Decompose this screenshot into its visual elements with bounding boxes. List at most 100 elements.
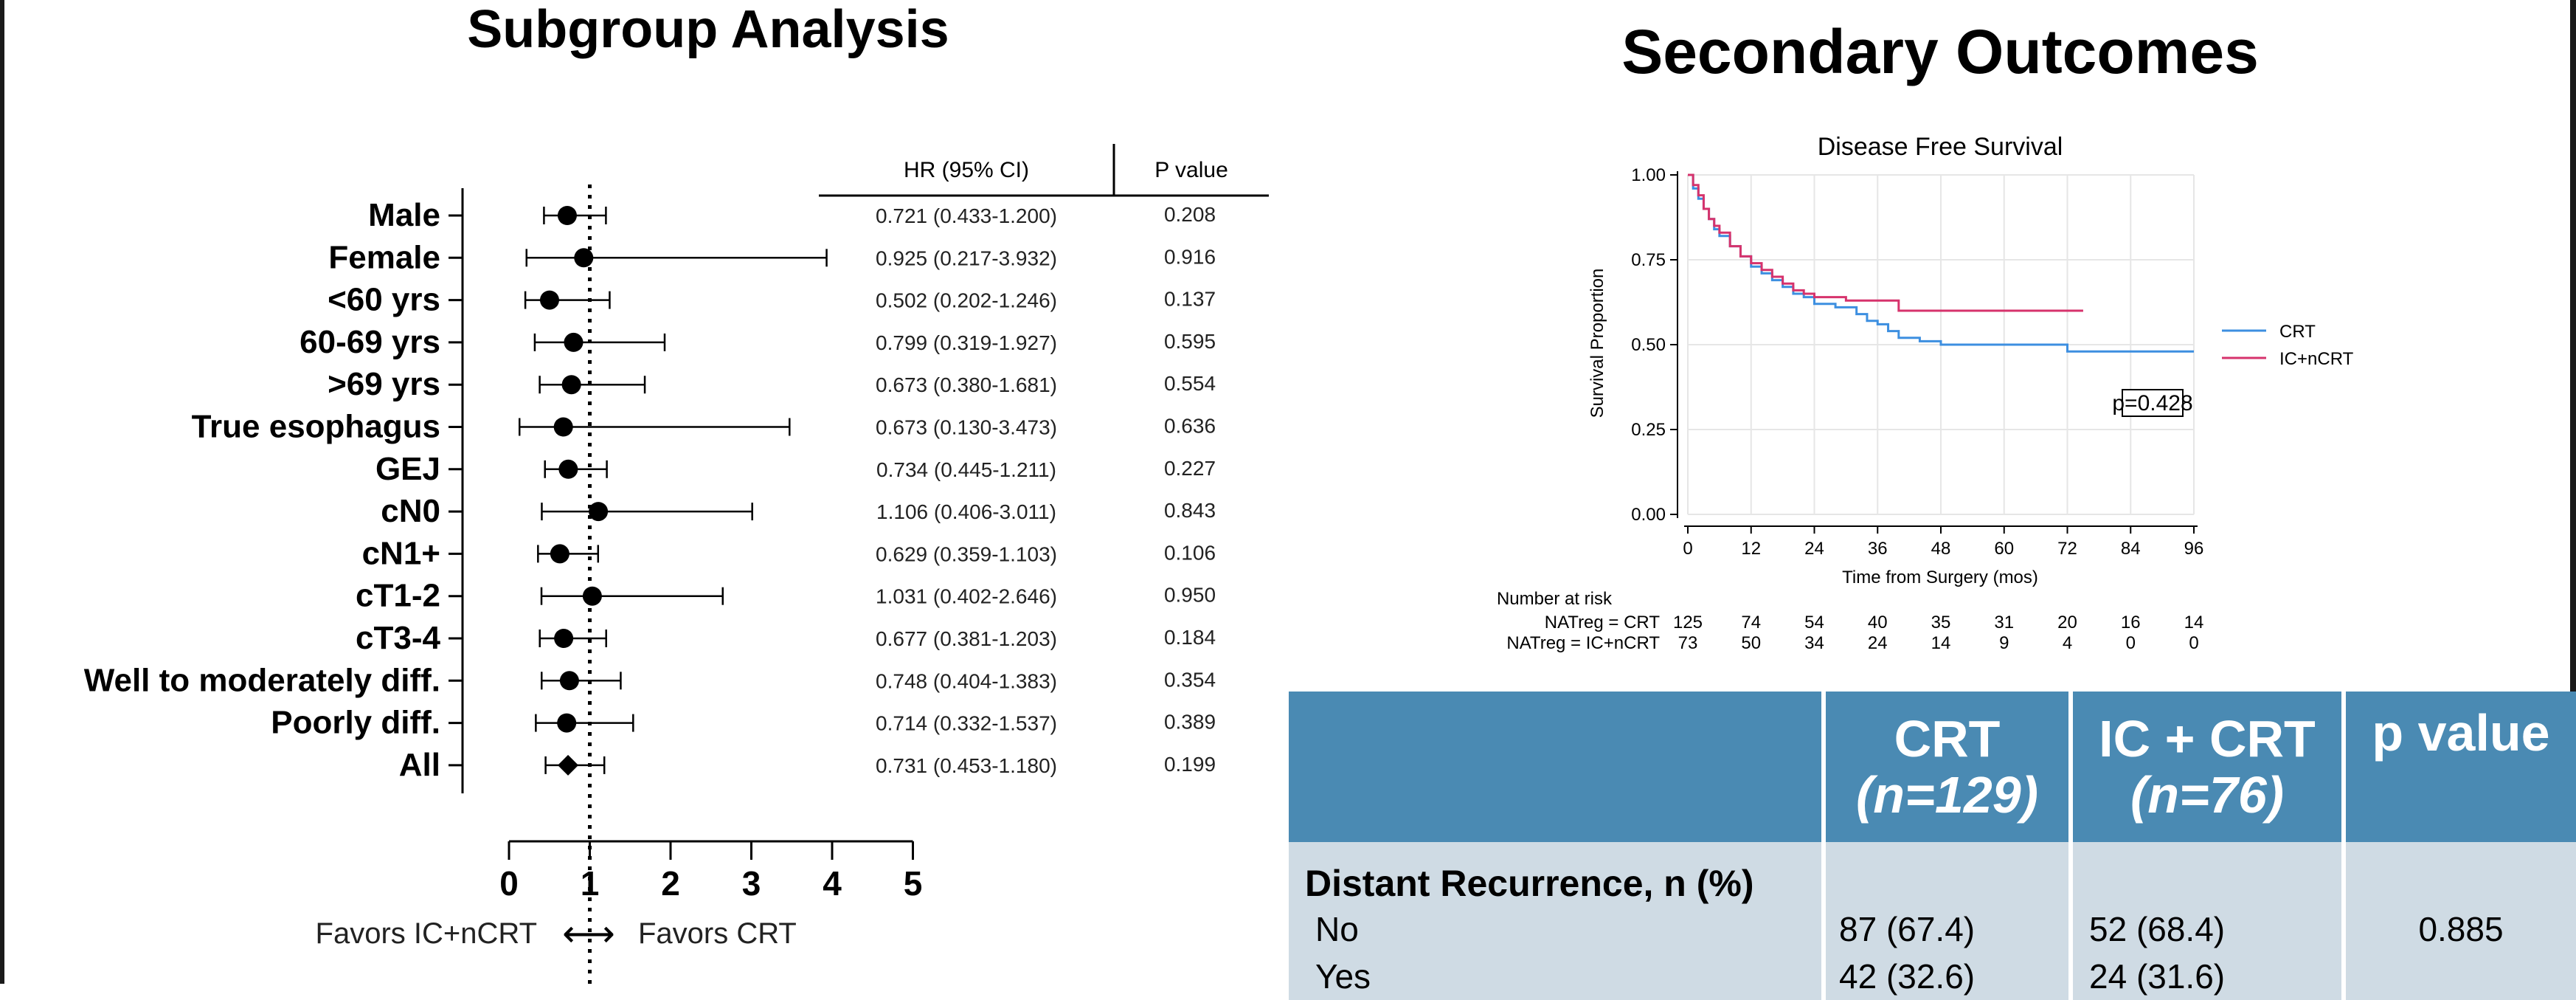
forest-point — [561, 375, 581, 395]
forest-p-value: 0.227 — [1164, 457, 1216, 480]
header-p: p value — [2344, 692, 2576, 842]
km-x-tick-label: 84 — [2121, 539, 2141, 559]
km-y-tick-label: 0.00 — [1631, 505, 1666, 525]
favors-right-label: Favors CRT — [638, 917, 797, 950]
km-x-tick-label: 48 — [1931, 539, 1951, 559]
secondary-title: Secondary Outcomes — [1621, 17, 2259, 86]
forest-p-value: 0.199 — [1164, 753, 1216, 776]
header-ic-n: (n=76) — [2130, 766, 2285, 824]
forest-row-label: <60 yrs — [328, 282, 440, 318]
forest-hr-ci: 0.748 (0.404-1.383) — [876, 669, 1057, 692]
ic-no: 52 (68.4) — [2089, 910, 2226, 948]
row-label-cell: Distant Recurrence, n (%) No Yes — [1289, 842, 1826, 1000]
km-y-axis-label: Survival Proportion — [1588, 269, 1607, 418]
forest-point — [550, 544, 569, 564]
forest-row-label: True esophagus — [192, 409, 440, 445]
forest-x-axis: 0 1 2 3 4 5 — [449, 185, 922, 984]
km-risk-value: 54 — [1804, 613, 1824, 632]
forest-p-value: 0.595 — [1164, 330, 1216, 353]
km-legend-label: CRT — [2279, 322, 2316, 342]
forest-row-label: cN0 — [381, 493, 440, 529]
forest-x-tick-label: 4 — [823, 864, 842, 903]
forest-table: 0.721 (0.433-1.200) 0.208 0.925 (0.217-3.9… — [876, 203, 1216, 777]
km-axes: 0.00 0.25 0.50 0.75 1.00 0 12 24 36 48 60 72 84 96 — [1631, 165, 2203, 559]
km-risk-value: 34 — [1804, 633, 1824, 653]
favors-left-label: Favors IC+nCRT — [316, 917, 537, 950]
km-risk-value: 14 — [2184, 613, 2204, 632]
km-y-tick-label: 0.75 — [1631, 250, 1666, 270]
km-risk-value: 24 — [1868, 633, 1888, 653]
forest-hr-ci: 0.721 (0.433-1.200) — [876, 204, 1057, 227]
km-risk-value: 31 — [1994, 613, 2014, 632]
km-title: Disease Free Survival — [1818, 133, 2063, 161]
header-p-label: p value — [2372, 704, 2550, 762]
forest-point — [554, 629, 574, 648]
forest-x-tick-label: 3 — [742, 864, 761, 903]
km-risk-value: 14 — [1931, 633, 1951, 653]
header-ic: IC + CRT (n=76) — [2071, 692, 2346, 842]
forest-hr-ci: 0.673 (0.130-3.473) — [876, 416, 1057, 439]
forest-p-value: 0.137 — [1164, 288, 1216, 311]
forest-p-value: 0.843 — [1164, 499, 1216, 522]
km-risk-value: 0 — [2189, 633, 2198, 653]
forest-hr-ci: 0.673 (0.380-1.681) — [876, 373, 1057, 396]
forest-point — [574, 248, 594, 268]
forest-x-tick-label: 1 — [581, 864, 600, 903]
subgroup-title: Subgroup Analysis — [467, 0, 949, 59]
forest-p-value: 0.554 — [1164, 372, 1216, 395]
forest-p-value: 0.916 — [1164, 245, 1216, 268]
crt-yes: 42 (32.6) — [1839, 957, 1976, 996]
km-risk-value: 20 — [2057, 613, 2077, 632]
crt-values-cell: 87 (67.4) 42 (32.6) — [1824, 842, 2073, 1000]
forest-row-labels: Male Female <60 yrs 60-69 yrs >69 yrs True es… — [84, 197, 441, 783]
outcomes-body-row: Distant Recurrence, n (%) No Yes 87 (67.… — [1289, 842, 2576, 1000]
km-risk-value: 16 — [2121, 613, 2141, 632]
forest-point — [564, 332, 584, 352]
km-risk-value: 35 — [1931, 613, 1951, 632]
km-risk-value: 125 — [1673, 613, 1703, 632]
km-pvalue-box — [2122, 389, 2184, 417]
km-risk-value: 50 — [1741, 633, 1761, 653]
forest-row-label: cT1-2 — [356, 578, 440, 614]
forest-x-tick-label: 0 — [499, 864, 519, 903]
row-title: Distant Recurrence, n (%) — [1305, 863, 1754, 904]
km-x-tick-label: 36 — [1868, 539, 1888, 559]
km-x-tick-label: 60 — [1994, 539, 2014, 559]
forest-point — [559, 671, 579, 691]
row-item-yes: Yes — [1315, 957, 1371, 996]
forest-hr-ci: 0.799 (0.319-1.927) — [876, 331, 1057, 354]
forest-hr-ci: 0.714 (0.332-1.537) — [876, 712, 1057, 735]
forest-hr-ci: 0.731 (0.453-1.180) — [876, 754, 1057, 777]
forest-point — [539, 290, 559, 310]
forest-row-label: cN1+ — [362, 535, 440, 571]
forest-row-label: Poorly diff. — [271, 705, 440, 741]
forest-hr-ci: 0.925 (0.217-3.932) — [876, 246, 1057, 269]
km-risk-value: 40 — [1868, 613, 1888, 632]
km-x-tick-label: 0 — [1683, 539, 1692, 559]
km-x-tick-label: 72 — [2057, 539, 2077, 559]
forest-hr-ci: 0.502 (0.202-1.246) — [876, 289, 1057, 312]
forest-x-tick-label: 5 — [904, 864, 923, 903]
forest-hr-ci: 1.031 (0.402-2.646) — [876, 585, 1057, 608]
favors-arrow: ⟷ — [562, 912, 615, 955]
forest-hr-ci: 1.106 (0.406-3.011) — [876, 500, 1056, 523]
km-x-tick-label: 24 — [1804, 539, 1824, 559]
frame-left-border — [0, 0, 4, 984]
forest-p-value: 0.208 — [1164, 203, 1216, 226]
row-item-no: No — [1315, 910, 1359, 948]
header-crt-n: (n=129) — [1855, 766, 2039, 824]
header-crt-label: CRT — [1894, 710, 2001, 768]
forest-p-value: 0.950 — [1164, 584, 1216, 607]
km-risk-value: 0 — [2126, 633, 2136, 653]
forest-hr-ci: 0.677 (0.381-1.203) — [876, 627, 1057, 650]
forest-x-tick-label: 2 — [661, 864, 680, 903]
forest-row-label: Male — [368, 197, 440, 233]
crt-no: 87 (67.4) — [1839, 910, 1976, 948]
forest-p-value: 0.636 — [1164, 415, 1216, 438]
km-risk-value: 73 — [1678, 633, 1698, 653]
forest-marks — [518, 206, 828, 776]
km-x-tick-label: 96 — [2184, 539, 2204, 559]
forest-point-diamond — [558, 754, 579, 776]
forest-point — [557, 206, 577, 225]
